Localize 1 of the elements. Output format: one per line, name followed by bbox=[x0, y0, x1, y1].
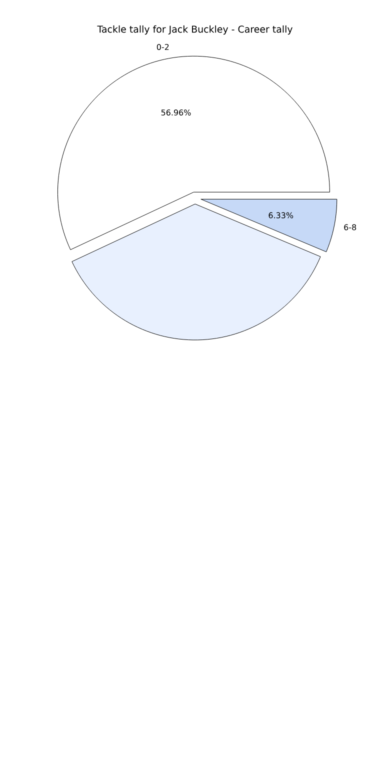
chart-title: Tackle tally for Jack Buckley - Career tally bbox=[97, 25, 292, 35]
